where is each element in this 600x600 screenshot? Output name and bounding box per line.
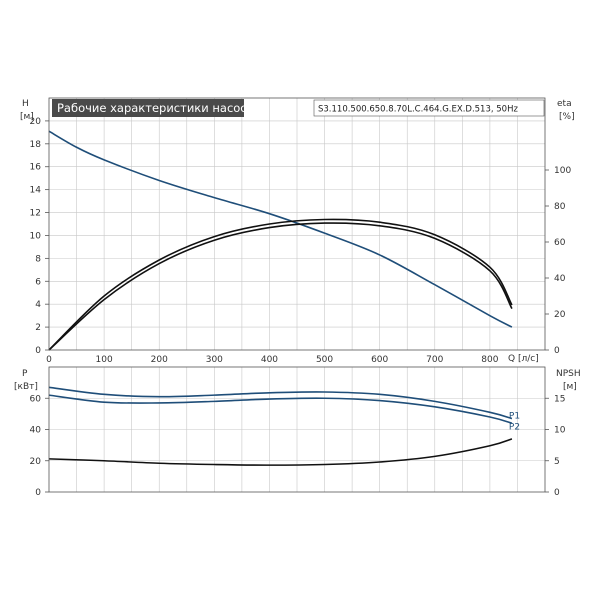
series-layer — [48, 130, 513, 466]
x-tick-label: 700 — [426, 355, 443, 365]
x-tick-label: 100 — [96, 355, 113, 365]
series-line-0-2 — [48, 222, 513, 351]
bottom-right-axis-name: NPSH — [556, 369, 581, 379]
top-left-axis-name: H — [22, 99, 29, 109]
series-line-1-2 — [48, 438, 513, 466]
top-right-axis-unit: [%] — [559, 112, 575, 122]
y-left-tick-label: 14 — [30, 186, 42, 196]
series-line-p2 — [48, 394, 513, 425]
x-tick-label: 400 — [261, 355, 278, 365]
text-layer: Рабочие характеристики насоса S3.110.500… — [14, 99, 581, 498]
model-banner — [313, 99, 545, 117]
x-tick-label: 300 — [206, 355, 223, 365]
y-left-tick-label: 18 — [30, 140, 42, 150]
top-right-axis-name: eta — [557, 99, 572, 109]
y-right-tick-label: 0 — [554, 488, 560, 498]
y-left-tick-label: 4 — [35, 300, 41, 310]
y-right-tick-label: 0 — [554, 346, 560, 356]
y-right-tick-label: 60 — [554, 238, 566, 248]
y-right-tick-label: 100 — [554, 166, 571, 176]
x-tick-label: 800 — [481, 355, 498, 365]
frame-layer — [45, 97, 549, 493]
bottom-left-axis-unit: [кВт] — [14, 382, 38, 392]
y-left-tick-label: 60 — [30, 394, 42, 404]
y-right-tick-label: 80 — [554, 202, 566, 212]
y-right-tick-label: 5 — [554, 457, 560, 467]
series-line-0-1 — [48, 218, 513, 351]
y-right-tick-label: 40 — [554, 274, 566, 284]
grid-layer — [49, 98, 545, 492]
x-tick-label: 0 — [46, 355, 52, 365]
y-left-tick-label: 0 — [35, 346, 41, 356]
x-axis-label: Q [л/с] — [508, 354, 539, 364]
title-banner — [52, 99, 244, 117]
y-left-tick-label: 40 — [30, 426, 42, 436]
y-left-tick-label: 8 — [35, 254, 41, 264]
series-line-p1 — [48, 386, 513, 420]
bottom-left-axis-name: P — [22, 369, 28, 379]
series-line-0-0 — [48, 130, 513, 328]
y-left-tick-label: 0 — [35, 488, 41, 498]
x-tick-label: 500 — [316, 355, 333, 365]
y-left-tick-label: 10 — [30, 231, 42, 241]
series-label-p2: P2 — [509, 422, 520, 432]
y-left-tick-label: 6 — [35, 277, 41, 287]
top-left-axis-unit: [м] — [20, 112, 34, 122]
chart-title: Рабочие характеристики насоса — [57, 101, 254, 115]
series-label-p1: P1 — [509, 412, 520, 422]
x-tick-label: 600 — [371, 355, 388, 365]
y-left-tick-label: 20 — [30, 117, 42, 127]
y-left-tick-label: 16 — [30, 163, 42, 173]
bottom-right-axis-unit: [м] — [563, 382, 577, 392]
y-left-tick-label: 12 — [30, 209, 41, 219]
y-right-tick-label: 10 — [554, 426, 566, 436]
y-right-tick-label: 20 — [554, 310, 566, 320]
y-left-tick-label: 20 — [30, 457, 42, 467]
y-left-tick-label: 2 — [35, 323, 41, 333]
y-right-tick-label: 15 — [554, 394, 565, 404]
x-tick-label: 200 — [151, 355, 168, 365]
plot-frame — [48, 97, 546, 351]
chart-subtitle: S3.110.500.650.8.70L.C.464.G.EX.D.513, 5… — [318, 105, 518, 115]
